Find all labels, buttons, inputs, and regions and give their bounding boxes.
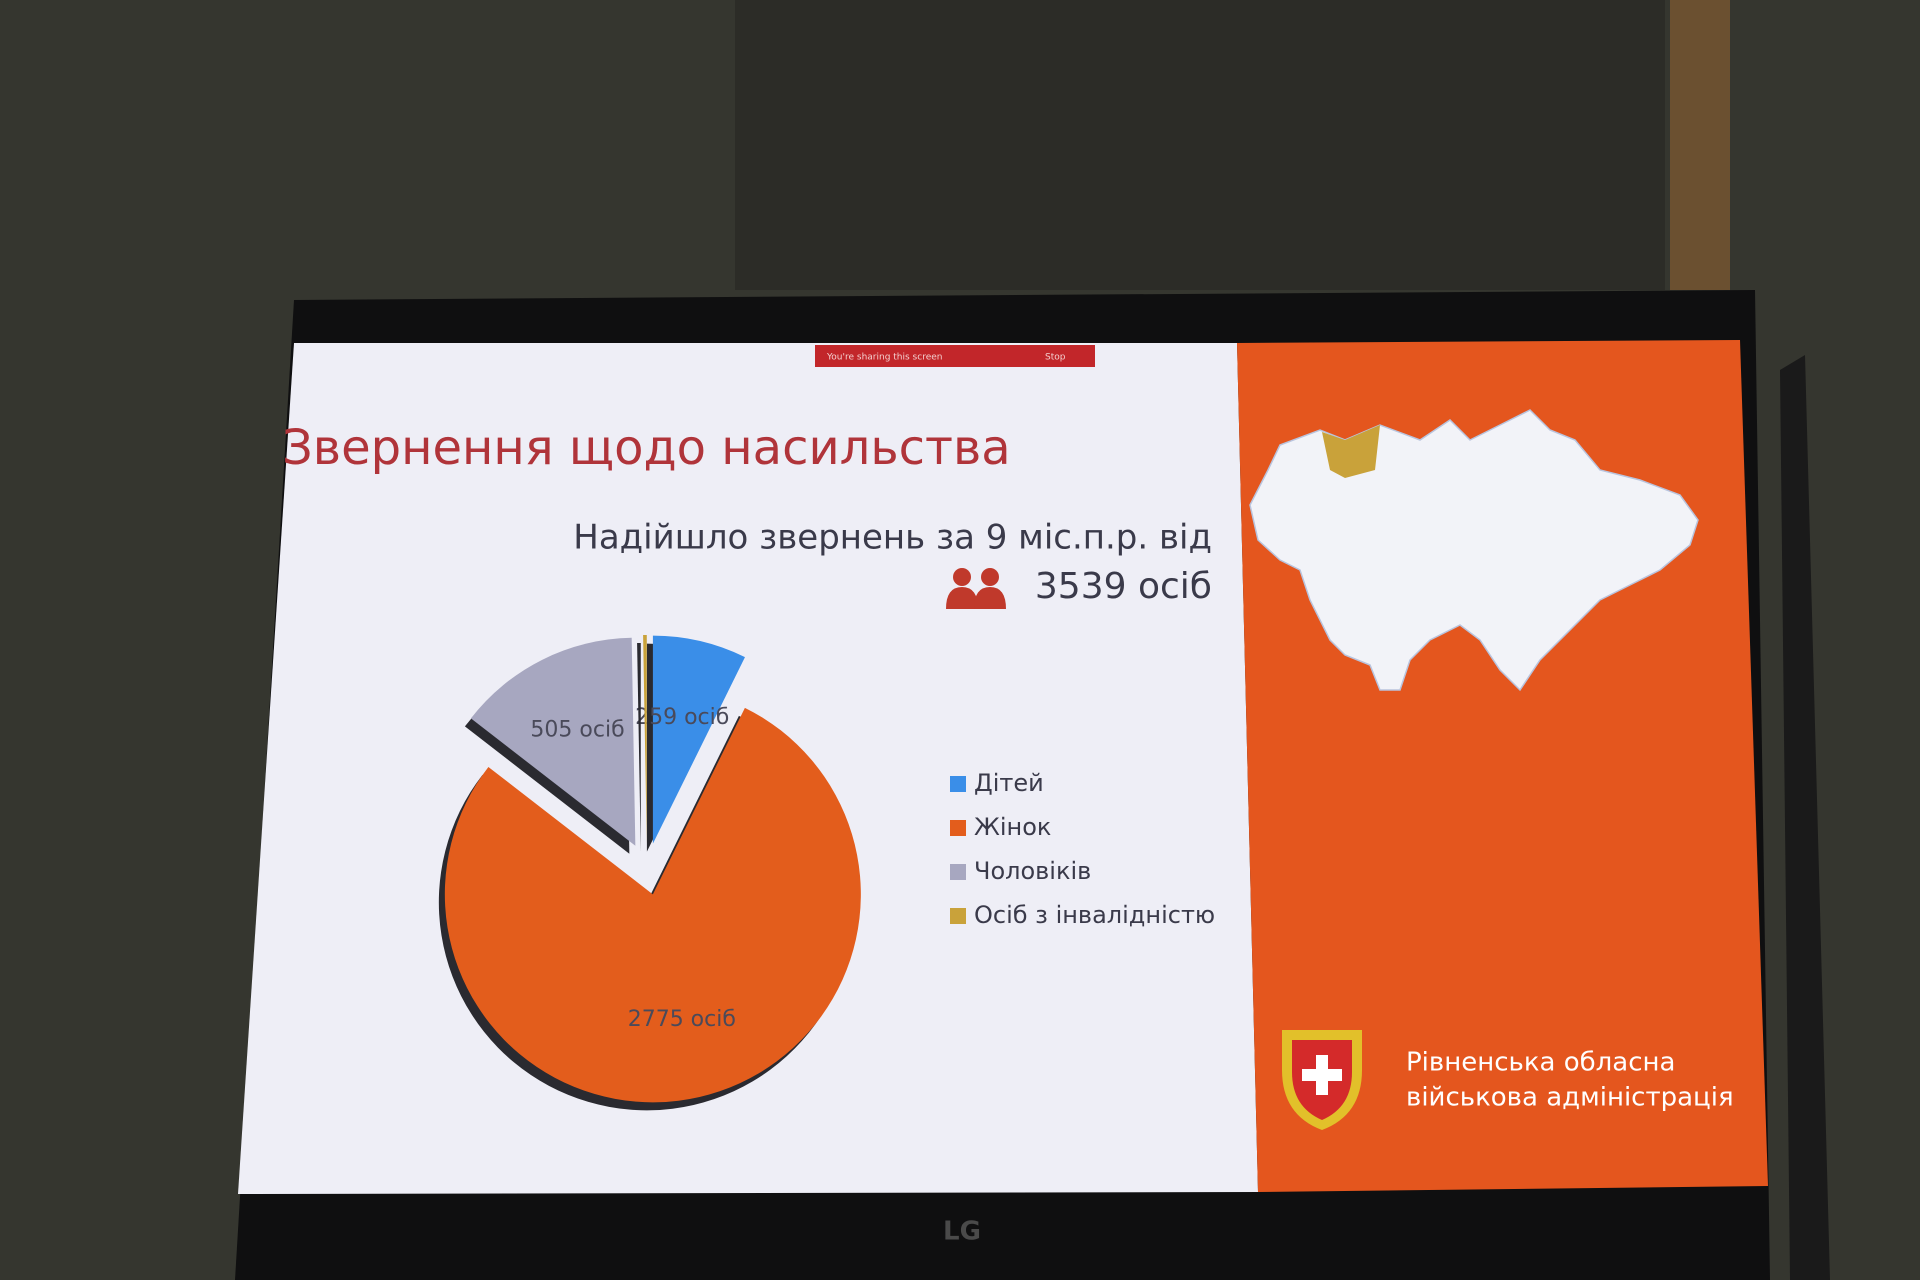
- legend-swatch: [950, 820, 966, 836]
- data-label: 259 осіб: [635, 705, 729, 730]
- subtitle: Надійшло звернень за 9 міс.п.р. від: [573, 518, 1212, 558]
- slice: [652, 635, 745, 844]
- people-icon: [946, 568, 1006, 609]
- wall-shadow: [735, 0, 1665, 290]
- rivne-region: [1322, 425, 1380, 478]
- slice: [643, 635, 647, 844]
- side-screen: [1780, 355, 1830, 1280]
- legend-label: Дітей: [974, 769, 1044, 797]
- org-line: Рівненська обласна: [1406, 1048, 1675, 1078]
- org-line: військова адміністрація: [1406, 1083, 1734, 1113]
- slice-shadow: [637, 643, 641, 852]
- slide-title: Звернення щодо насильства: [282, 420, 1011, 476]
- legend-swatch: [950, 908, 966, 924]
- pie-chart: 259 осіб 2775 осіб 505 осіб Дітей Жінок Чолов…: [438, 635, 1215, 1111]
- legend-swatch: [950, 776, 966, 792]
- share-stop[interactable]: Stop: [1045, 353, 1066, 363]
- legend-label: Чоловіків: [974, 857, 1091, 885]
- legend-swatch: [950, 864, 966, 880]
- slice: [444, 707, 861, 1103]
- slice: [470, 637, 636, 846]
- wood-panel: [1670, 0, 1730, 290]
- legend-label: Жінок: [974, 813, 1051, 841]
- emblem: [1282, 1030, 1362, 1130]
- ukraine-map: [1249, 409, 1699, 692]
- data-label: 2775 осіб: [628, 1007, 736, 1032]
- brand-logo: LG: [943, 1217, 981, 1247]
- data-label: 505 осіб: [530, 717, 624, 742]
- legend-label: Осіб з інвалідністю: [974, 901, 1215, 929]
- total: 3539 осіб: [1035, 566, 1212, 607]
- share-notice: You're sharing this screen: [826, 353, 942, 363]
- share-bar: [815, 345, 1095, 367]
